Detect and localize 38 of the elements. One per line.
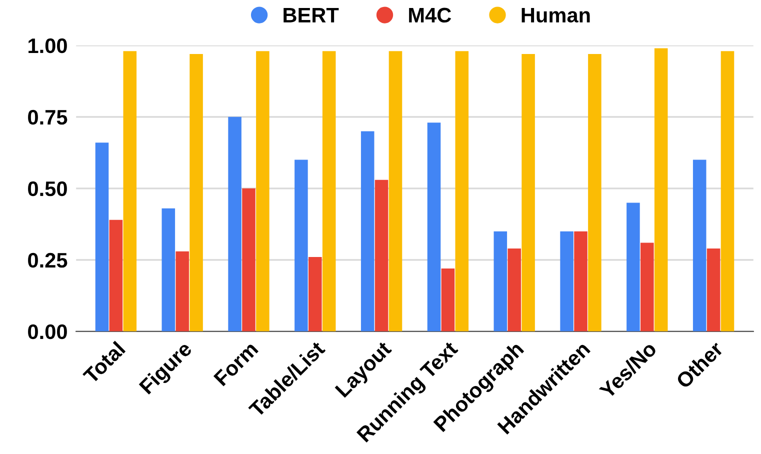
y-tick-label: 0.75	[28, 110, 68, 125]
bar	[109, 220, 123, 332]
bar	[242, 188, 256, 332]
bar	[654, 48, 668, 332]
legend-label: M4C	[409, 8, 452, 23]
bar	[706, 248, 720, 332]
bar	[294, 160, 308, 332]
bar	[560, 231, 574, 332]
bar	[228, 116, 242, 332]
legend-label: Human	[522, 8, 590, 23]
y-tick-label: 0.00	[28, 324, 67, 340]
bar	[388, 51, 402, 332]
y-tick-label: 1.00	[28, 38, 67, 54]
bar	[427, 122, 441, 332]
bar	[123, 51, 137, 332]
bar	[522, 54, 535, 332]
bar	[190, 54, 203, 332]
bar	[455, 51, 469, 332]
bar	[308, 257, 322, 332]
bar	[626, 202, 640, 332]
bar	[162, 208, 176, 332]
bar	[360, 131, 374, 332]
bar	[441, 268, 455, 332]
bar	[176, 251, 189, 332]
bar	[374, 180, 388, 332]
legend-label: BERT	[284, 8, 339, 22]
bar	[588, 54, 602, 332]
y-tick-label: 0.25	[28, 252, 68, 268]
bar	[720, 51, 734, 332]
bar	[692, 160, 706, 332]
bar	[574, 231, 588, 332]
bar	[322, 51, 336, 332]
y-tick-label: 0.50	[28, 181, 67, 196]
bar	[256, 51, 270, 332]
bar	[494, 231, 508, 332]
bar	[95, 142, 109, 332]
bar	[508, 248, 521, 332]
bar	[640, 242, 654, 332]
